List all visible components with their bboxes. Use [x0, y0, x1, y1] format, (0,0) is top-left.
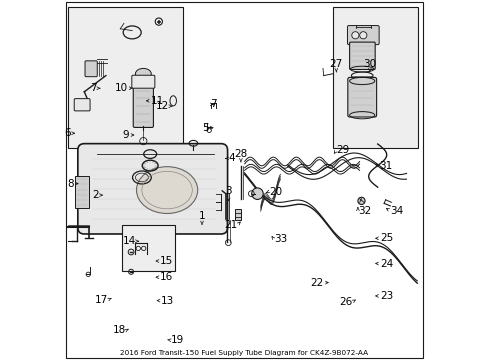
FancyBboxPatch shape [85, 61, 97, 77]
Text: 33: 33 [273, 234, 286, 244]
Text: 23: 23 [379, 291, 392, 301]
Text: 31: 31 [379, 161, 392, 171]
Text: 13: 13 [161, 296, 174, 306]
Ellipse shape [351, 32, 358, 39]
Ellipse shape [359, 32, 366, 39]
Text: 12: 12 [155, 101, 168, 111]
FancyBboxPatch shape [132, 75, 155, 88]
Text: 7: 7 [90, 83, 97, 93]
FancyBboxPatch shape [78, 144, 227, 234]
Text: 27: 27 [329, 59, 342, 69]
Text: 32: 32 [357, 206, 370, 216]
FancyBboxPatch shape [133, 85, 153, 127]
Text: 6: 6 [64, 128, 71, 138]
Text: 5: 5 [202, 123, 208, 133]
Text: 4: 4 [228, 153, 235, 163]
Text: 15: 15 [160, 256, 173, 266]
Text: 21: 21 [224, 220, 237, 230]
Text: 18: 18 [112, 325, 125, 336]
FancyBboxPatch shape [347, 77, 376, 117]
FancyBboxPatch shape [235, 209, 241, 220]
Text: 9: 9 [122, 130, 129, 140]
Text: 2016 Ford Transit-150 Fuel Supply Tube Diagram for CK4Z-9B072-AA: 2016 Ford Transit-150 Fuel Supply Tube D… [120, 350, 368, 356]
Text: 30: 30 [363, 59, 376, 69]
FancyBboxPatch shape [347, 26, 378, 45]
Bar [68, 7, 183, 148]
FancyBboxPatch shape [349, 42, 374, 69]
Text: 34: 34 [389, 206, 403, 216]
Bar [122, 225, 175, 271]
Text: 11: 11 [151, 96, 164, 106]
Text: 1: 1 [198, 211, 205, 221]
Text: 19: 19 [170, 335, 183, 345]
Ellipse shape [135, 68, 151, 79]
Text: 20: 20 [268, 186, 282, 197]
Text: 29: 29 [336, 145, 349, 156]
FancyBboxPatch shape [75, 176, 89, 208]
Text: 8: 8 [67, 179, 73, 189]
Text: 10: 10 [114, 83, 127, 93]
Text: 25: 25 [379, 233, 392, 243]
Ellipse shape [357, 197, 365, 204]
Ellipse shape [251, 188, 263, 199]
Ellipse shape [136, 167, 197, 213]
Text: 2: 2 [92, 190, 99, 200]
Text: 3: 3 [225, 186, 231, 196]
Text: 24: 24 [379, 258, 392, 269]
Text: 22: 22 [310, 278, 323, 288]
Text: 17: 17 [95, 294, 108, 305]
Bar [332, 7, 418, 148]
FancyBboxPatch shape [74, 99, 90, 111]
Text: 26: 26 [339, 297, 352, 307]
Text: 7: 7 [210, 99, 217, 109]
Text: 16: 16 [160, 272, 173, 282]
Text: 14: 14 [122, 236, 136, 246]
Text: 28: 28 [234, 149, 247, 159]
